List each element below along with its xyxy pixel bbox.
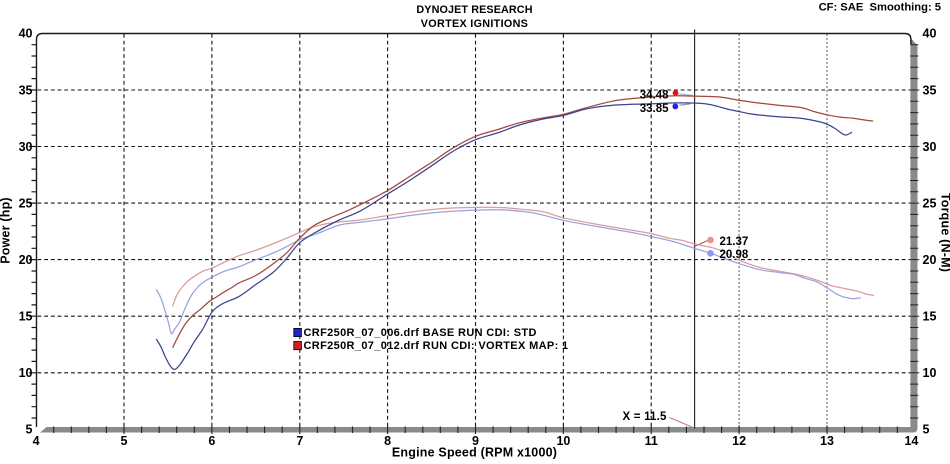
svg-text:Power (hp): Power (hp) (0, 197, 13, 264)
svg-text:5: 5 (923, 423, 930, 437)
svg-text:Engine Speed (RPM x1000): Engine Speed (RPM x1000) (392, 446, 557, 459)
svg-text:5: 5 (121, 434, 128, 448)
svg-text:7: 7 (296, 434, 303, 448)
svg-text:CF: SAE Smoothing: 5: CF: SAE Smoothing: 5 (819, 1, 941, 13)
svg-text:6: 6 (208, 434, 215, 448)
svg-text:CRF250R_07_012.drf RUN CDI: VO: CRF250R_07_012.drf RUN CDI: VORTEX MAP: … (304, 340, 569, 352)
svg-text:20: 20 (19, 253, 33, 267)
svg-text:20.98: 20.98 (720, 249, 749, 261)
svg-text:21.37: 21.37 (720, 236, 749, 248)
svg-text:X = 11.5: X = 11.5 (623, 411, 668, 423)
svg-text:Torque (N-M): Torque (N-M) (939, 193, 950, 272)
svg-text:14: 14 (904, 434, 918, 448)
svg-text:10: 10 (556, 434, 570, 448)
svg-text:10: 10 (19, 366, 33, 380)
svg-text:VORTEX IGNITIONS: VORTEX IGNITIONS (421, 18, 528, 30)
svg-text:8: 8 (384, 434, 391, 448)
svg-text:10: 10 (923, 366, 937, 380)
svg-text:35: 35 (19, 83, 33, 97)
svg-text:25: 25 (19, 196, 33, 210)
svg-text:30: 30 (923, 140, 937, 154)
svg-text:34.48: 34.48 (640, 89, 669, 101)
svg-text:40: 40 (19, 27, 33, 41)
svg-text:4: 4 (33, 434, 40, 448)
svg-text:35: 35 (923, 83, 937, 97)
svg-text:13: 13 (820, 434, 834, 448)
svg-text:25: 25 (923, 196, 937, 210)
svg-text:15: 15 (19, 310, 33, 324)
svg-text:33.85: 33.85 (640, 103, 669, 115)
svg-text:11: 11 (645, 434, 658, 448)
svg-text:20: 20 (923, 253, 937, 267)
svg-text:40: 40 (923, 27, 937, 41)
svg-text:12: 12 (732, 434, 746, 448)
svg-text:30: 30 (19, 140, 33, 154)
svg-text:DYNOJET RESEARCH: DYNOJET RESEARCH (416, 4, 532, 16)
svg-text:5: 5 (26, 423, 33, 437)
svg-text:CRF250R_07_006.drf BASE RUN CD: CRF250R_07_006.drf BASE RUN CDI: STD (304, 327, 537, 339)
svg-text:15: 15 (923, 310, 937, 324)
